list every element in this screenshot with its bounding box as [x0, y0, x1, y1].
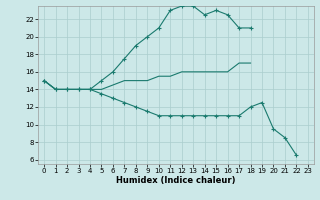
X-axis label: Humidex (Indice chaleur): Humidex (Indice chaleur) [116, 176, 236, 185]
